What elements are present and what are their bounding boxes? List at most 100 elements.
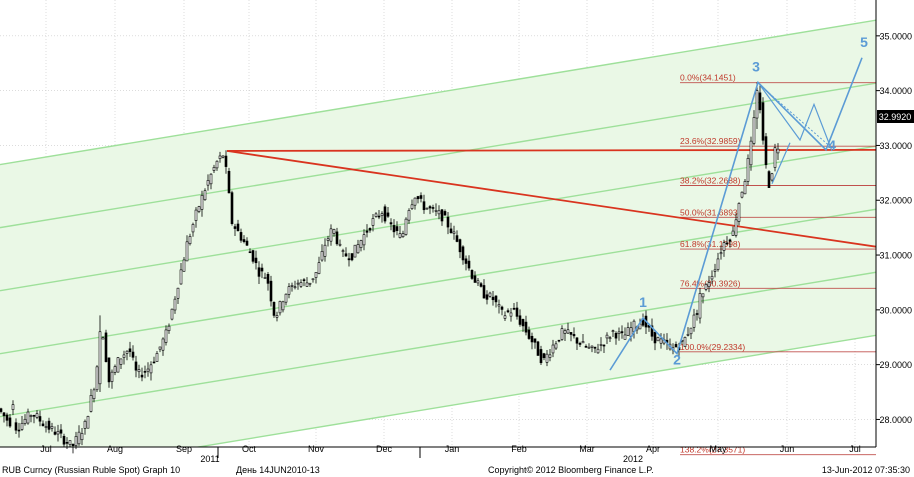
candle-body bbox=[149, 364, 153, 374]
footer: RUB Curncy (Russian Ruble Spot) Graph 10… bbox=[2, 465, 910, 475]
candle-body bbox=[122, 354, 126, 358]
fib-level-label: 100.0%(29.2334) bbox=[680, 342, 745, 352]
trendline bbox=[226, 150, 876, 248]
candle-body bbox=[218, 155, 222, 159]
candle-body bbox=[176, 287, 180, 299]
candle-body bbox=[560, 328, 564, 340]
candle-body bbox=[734, 219, 738, 236]
candle-body bbox=[767, 171, 771, 188]
candle-body bbox=[386, 212, 390, 217]
candle-body bbox=[443, 211, 447, 216]
candle-body bbox=[95, 366, 99, 391]
candle-body bbox=[491, 296, 495, 301]
fib-level-label: 38.2%(32.2688) bbox=[680, 176, 741, 186]
wave-alt-path bbox=[771, 142, 791, 185]
candle-body bbox=[407, 210, 411, 221]
candle-body bbox=[254, 257, 258, 264]
candle-body bbox=[548, 354, 552, 358]
channel-line bbox=[0, 145, 876, 292]
candle-body bbox=[389, 222, 393, 225]
candle-body bbox=[335, 231, 339, 245]
candle-body bbox=[119, 358, 123, 365]
candle-body bbox=[143, 371, 147, 373]
candle-body bbox=[707, 282, 711, 288]
candle-body bbox=[587, 346, 591, 349]
x-tick-label: May bbox=[709, 444, 727, 454]
candle-body bbox=[200, 194, 204, 210]
y-tick-label: 29.0000 bbox=[879, 360, 912, 370]
candle-body bbox=[353, 244, 357, 258]
footer-timestamp: 13-Jun-2012 07:35:30 bbox=[822, 465, 910, 475]
candle-body bbox=[467, 260, 471, 269]
candle-body bbox=[569, 332, 573, 335]
candle-body bbox=[698, 293, 702, 319]
candle-body bbox=[470, 269, 474, 279]
wave-label: 1 bbox=[639, 294, 647, 310]
candle-body bbox=[656, 337, 660, 342]
candle-body bbox=[722, 242, 726, 251]
candle-body bbox=[104, 332, 108, 362]
candle-body bbox=[365, 230, 369, 233]
candle-body bbox=[536, 341, 540, 356]
candle-body bbox=[524, 321, 528, 333]
candle-body bbox=[488, 292, 492, 297]
candle-body bbox=[53, 431, 57, 435]
candle-body bbox=[44, 426, 48, 428]
y-axis: 28.0000 29.0000 30.0000 31.0000 32.0000 33.00… bbox=[876, 31, 912, 425]
candle-body bbox=[602, 344, 606, 347]
candle-body bbox=[404, 218, 408, 235]
candle-body bbox=[431, 207, 435, 209]
candle-body bbox=[776, 148, 780, 154]
candle-body bbox=[86, 416, 90, 429]
candle-body bbox=[533, 338, 537, 343]
candle-body bbox=[374, 213, 378, 217]
candle-body bbox=[317, 262, 321, 274]
y-tick-label: 34.0000 bbox=[879, 86, 912, 96]
channel-line bbox=[0, 208, 876, 355]
candle-body bbox=[125, 350, 129, 354]
candle-body bbox=[311, 278, 315, 281]
candle-body bbox=[380, 213, 384, 216]
wave-label: 2 bbox=[673, 352, 681, 368]
candle-body bbox=[401, 233, 405, 238]
candle-body bbox=[485, 294, 489, 300]
wave-path bbox=[609, 57, 863, 371]
candle-body bbox=[452, 231, 456, 234]
candle-body bbox=[410, 204, 414, 209]
candle-body bbox=[263, 277, 267, 279]
candle-body bbox=[425, 207, 429, 210]
candle-body bbox=[35, 413, 39, 418]
candle-body bbox=[116, 357, 120, 373]
candle-body bbox=[98, 331, 102, 385]
candle-body bbox=[416, 196, 420, 200]
candle-body bbox=[80, 433, 84, 441]
candle-body bbox=[11, 404, 15, 410]
candle-body bbox=[509, 312, 513, 317]
y-tick-label: 31.0000 bbox=[879, 251, 912, 261]
candle-body bbox=[59, 429, 63, 434]
candle-body bbox=[494, 295, 498, 303]
trendline bbox=[226, 148, 876, 152]
candle-body bbox=[77, 431, 81, 445]
candle-body bbox=[479, 283, 483, 287]
candle-body bbox=[65, 442, 69, 444]
candle-body bbox=[551, 344, 555, 354]
x-axis: Jul Aug Sep Oct Nov Dec Jan Feb Mar Apr May Jun Jul 2… bbox=[40, 444, 861, 464]
candle-body bbox=[731, 230, 735, 236]
candle-body bbox=[758, 92, 762, 111]
candle-body bbox=[140, 374, 144, 378]
candle-body bbox=[728, 239, 732, 242]
candle-body bbox=[185, 241, 189, 262]
last-price-badge: 32.9920 bbox=[877, 110, 914, 123]
year-label: 2012 bbox=[623, 454, 643, 464]
candle-body bbox=[5, 414, 9, 421]
candle-body bbox=[302, 279, 306, 281]
candle-body bbox=[158, 346, 162, 350]
candle-body bbox=[68, 440, 72, 445]
candle-body bbox=[752, 117, 756, 144]
candle-body bbox=[314, 272, 318, 278]
candle-body bbox=[422, 201, 426, 211]
candle-body bbox=[221, 155, 225, 158]
candle-body bbox=[287, 286, 291, 295]
candle-body bbox=[608, 337, 612, 340]
